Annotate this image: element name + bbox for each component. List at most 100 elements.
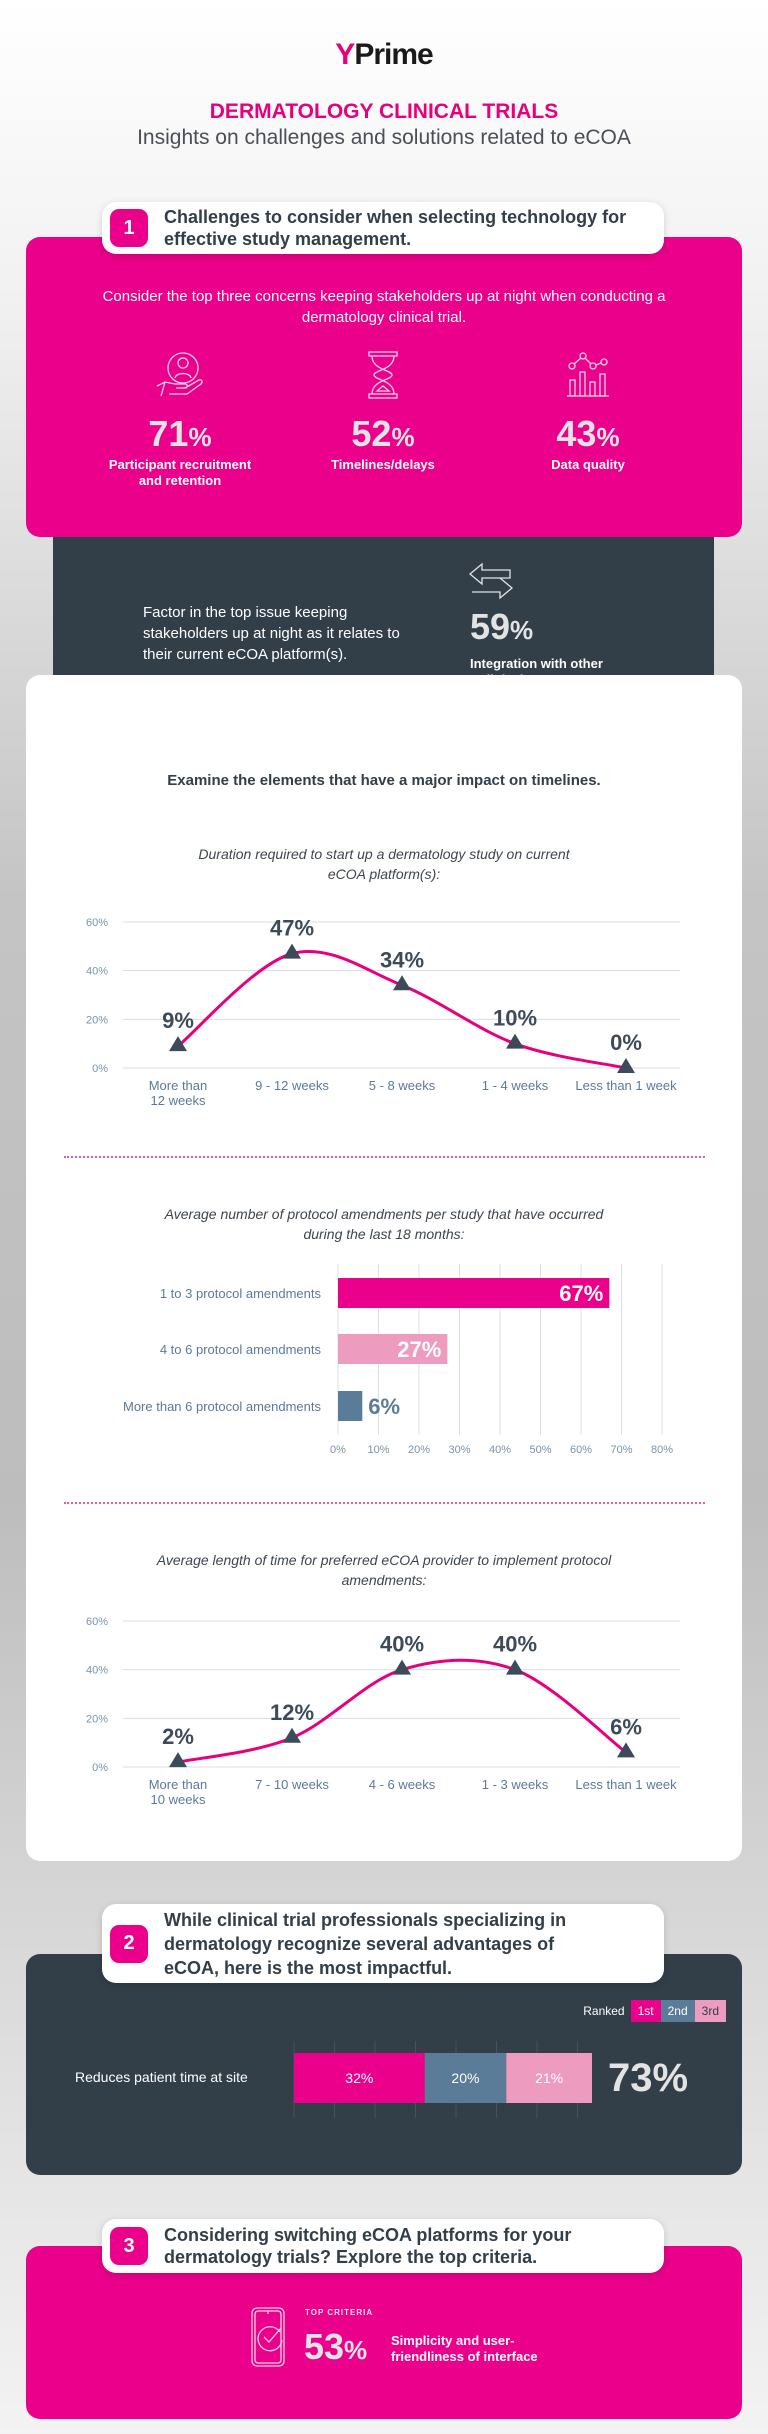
data-label: 27% xyxy=(397,1337,441,1362)
y-tick-label: 20% xyxy=(86,1713,108,1725)
x-tick-label: 60% xyxy=(570,1444,592,1456)
data-point-marker xyxy=(393,975,411,991)
data-point-marker xyxy=(169,1752,187,1768)
stacked-bar-segment xyxy=(506,2053,592,2103)
page-subtitle: Insights on challenges and solutions rel… xyxy=(137,126,631,149)
rank-legend: Ranked 1st 2nd 3rd xyxy=(583,2000,726,2022)
x-tick-label: 80% xyxy=(651,1444,673,1456)
concern-timelines: 52% Timelines/delays xyxy=(303,350,463,473)
chart3-title: Average length of time for preferred eCO… xyxy=(156,1552,612,1588)
x-tick-label: More than xyxy=(149,1777,208,1792)
x-tick-label: Less than 1 week xyxy=(575,1777,677,1792)
category-label: More than 6 protocol amendments xyxy=(123,1399,321,1414)
page-title: DERMATOLOGY CLINICAL TRIALS xyxy=(209,100,559,123)
section1-heading: 1 Challenges to consider when selecting … xyxy=(102,202,664,254)
section-number-badge: 3 xyxy=(110,2227,148,2265)
section3-panel xyxy=(26,2246,742,2419)
legend-2nd: 2nd xyxy=(660,2000,695,2022)
yprime-logo: YPrime xyxy=(335,38,433,71)
divider xyxy=(64,1156,705,1158)
data-label: 67% xyxy=(559,1281,603,1306)
section-number-badge: 2 xyxy=(110,1924,148,1963)
data-point-marker xyxy=(169,1036,187,1052)
criteria-value: 53% xyxy=(304,2326,368,2367)
x-tick-label: 1 - 3 weeks xyxy=(482,1777,549,1792)
x-tick-label: 12 weeks xyxy=(151,1093,206,1108)
x-tick-label: 50% xyxy=(529,1444,551,1456)
y-tick-label: 40% xyxy=(86,1665,108,1677)
data-label: 9% xyxy=(162,1008,194,1033)
x-tick-label: 10 weeks xyxy=(151,1792,206,1807)
data-label: 47% xyxy=(270,916,314,941)
x-tick-label: 20% xyxy=(408,1444,430,1456)
ranked-stacked-bar: 32% 20% 21% xyxy=(293,2041,592,2118)
bar xyxy=(338,1391,363,1421)
data-label: 12% xyxy=(270,1700,314,1725)
factor-value: 59% xyxy=(470,606,534,647)
phone-check-icon xyxy=(251,2307,285,2367)
chart2-title: Average number of protocol amendments pe… xyxy=(164,1206,604,1242)
advantage-total: 73% xyxy=(608,2056,689,2100)
y-tick-label: 60% xyxy=(86,917,108,929)
data-point-marker xyxy=(617,1058,635,1073)
data-point-marker xyxy=(393,1659,411,1675)
y-tick-label: 40% xyxy=(86,966,108,978)
data-label: 10% xyxy=(493,1006,537,1031)
data-point-marker xyxy=(506,1659,524,1675)
examine-heading: Examine the elements that have a major i… xyxy=(167,772,601,789)
data-point-marker xyxy=(283,943,301,959)
data-label: 34% xyxy=(380,947,424,972)
criteria-label: Simplicity and user-friendliness of inte… xyxy=(391,2333,538,2364)
data-label: 2% xyxy=(162,1724,194,1749)
data-point-marker xyxy=(506,1033,524,1049)
segment-label: 21% xyxy=(535,2070,563,2086)
exchange-arrows-icon xyxy=(468,562,514,600)
y-tick-label: 0% xyxy=(92,1063,108,1075)
x-tick-label: 70% xyxy=(610,1444,632,1456)
divider xyxy=(64,1502,705,1504)
amendments-bar-chart: 0% 10% 20% 30% 40% 50% 60% 70% 80% 1 to 3 protoco… xyxy=(123,1264,673,1456)
y-tick-label: 0% xyxy=(92,1762,108,1774)
hourglass-icon xyxy=(368,351,398,399)
data-label: 6% xyxy=(610,1714,642,1739)
data-label: 6% xyxy=(368,1394,400,1419)
x-tick-label: 0% xyxy=(330,1444,346,1456)
bar xyxy=(338,1334,448,1364)
factor-text: Factor in the top issue keeping stakehol… xyxy=(143,604,400,663)
x-tick-label: 5 - 8 weeks xyxy=(369,1078,436,1093)
stacked-bar-segment xyxy=(294,2053,425,2103)
concern-recruitment: 71% Participant recruitment and retentio… xyxy=(100,350,260,489)
segment-label: 20% xyxy=(451,2070,479,2086)
x-tick-label: Less than 1 week xyxy=(575,1078,677,1093)
segment-label: 32% xyxy=(345,2070,373,2086)
legend-3rd: 3rd xyxy=(694,2000,726,2022)
hand-person-icon xyxy=(156,352,203,397)
category-label: 1 to 3 protocol amendments xyxy=(160,1286,322,1301)
concern-data-quality: 43% Data quality xyxy=(508,350,668,473)
stacked-bar-segment xyxy=(424,2053,507,2103)
section-number-badge: 1 xyxy=(110,209,148,247)
section2-heading: 2 While clinical trial professionals spe… xyxy=(102,1904,664,1983)
legend-1st: 1st xyxy=(630,2000,661,2022)
bar xyxy=(338,1278,610,1308)
data-label: 40% xyxy=(493,1632,537,1657)
data-point-marker xyxy=(283,1727,301,1743)
chart1-title: Duration required to start up a dermatol… xyxy=(198,846,570,882)
x-tick-label: 1 - 4 weeks xyxy=(482,1078,549,1093)
series-line xyxy=(177,1658,627,1764)
category-label: 4 to 6 protocol amendments xyxy=(160,1342,322,1357)
advantage-label: Reduces patient time at site xyxy=(75,2069,248,2085)
x-tick-label: 9 - 12 weeks xyxy=(255,1078,329,1093)
y-tick-label: 60% xyxy=(86,1616,108,1628)
x-tick-label: 4 - 6 weeks xyxy=(369,1777,436,1792)
x-tick-label: 40% xyxy=(489,1444,511,1456)
data-label: 40% xyxy=(380,1632,424,1657)
data-point-marker xyxy=(617,1742,635,1758)
bar-line-chart-icon xyxy=(567,352,609,397)
x-tick-label: 30% xyxy=(448,1444,470,1456)
x-tick-label: 10% xyxy=(367,1444,389,1456)
data-label: 0% xyxy=(610,1030,642,1055)
section3-heading: 3 Considering switching eCOA platforms f… xyxy=(102,2219,664,2273)
